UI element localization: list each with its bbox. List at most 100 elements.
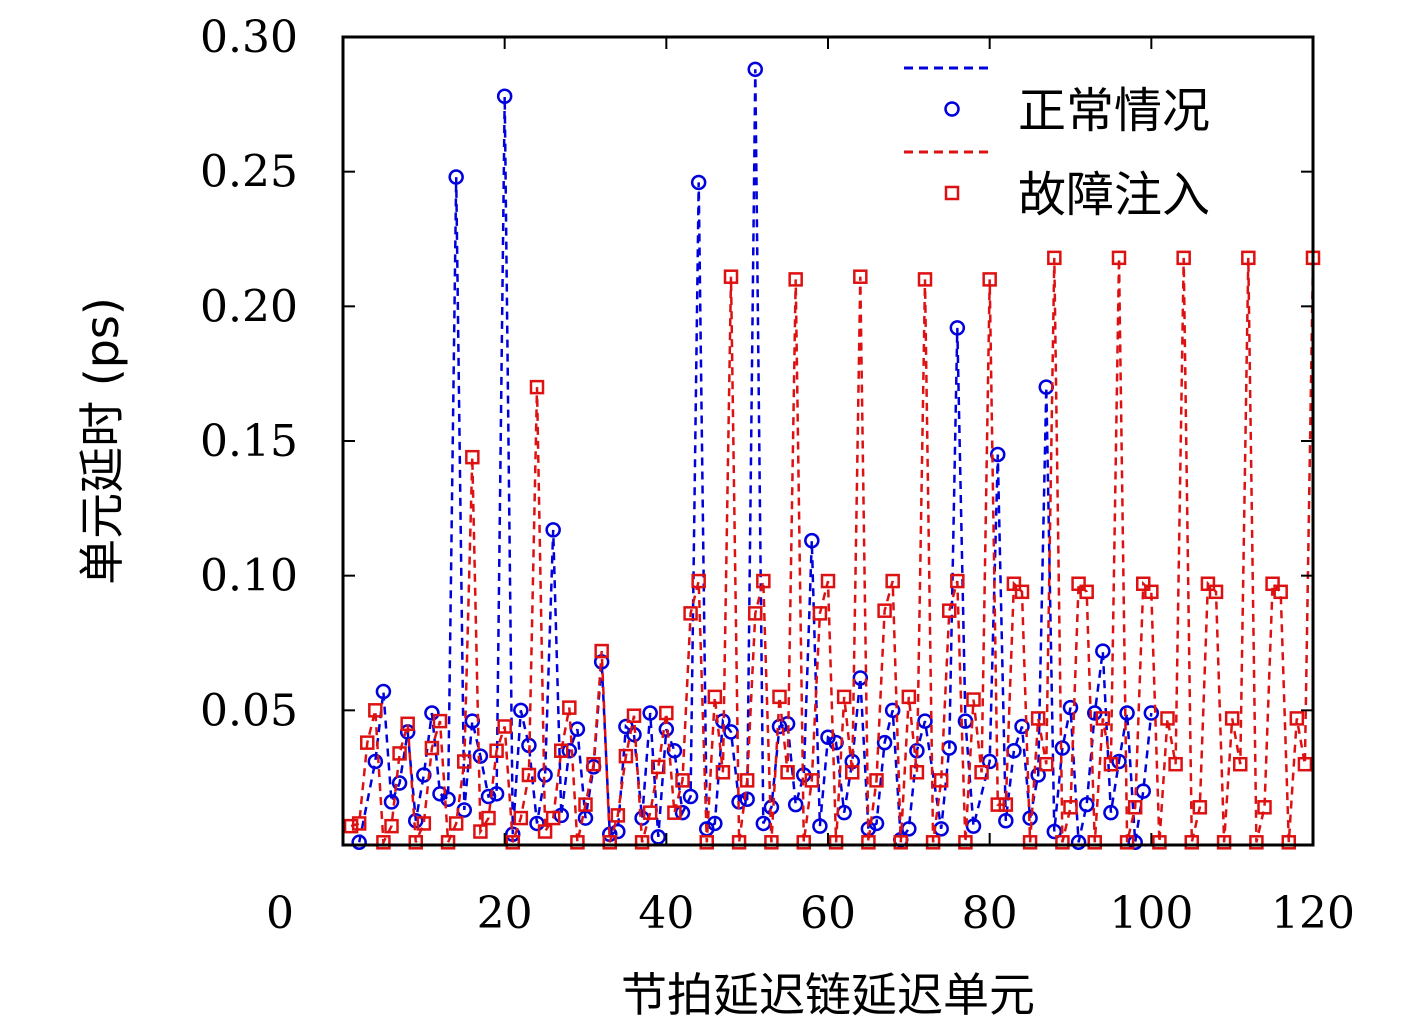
data-point-fault (424, 740, 440, 756)
data-point-fault (521, 767, 537, 783)
data-point-fault (578, 797, 593, 812)
data-point-fault (1208, 584, 1224, 600)
data-point-fault (586, 756, 601, 772)
data-point-normal (707, 815, 723, 832)
data-point-normal (375, 683, 392, 700)
data-point-normal (561, 742, 578, 759)
data-point-fault (1087, 835, 1102, 850)
data-point-fault (554, 743, 569, 758)
data-point-normal (1095, 643, 1111, 659)
data-point-fault (1055, 835, 1070, 850)
data-point-fault (933, 773, 949, 788)
data-point-normal (610, 823, 626, 840)
data-point-normal (666, 742, 683, 759)
legend-label-normal: 正常情况 (1018, 83, 1210, 139)
data-point-fault (1079, 584, 1094, 600)
data-point-normal (488, 786, 505, 802)
data-point-fault (1152, 835, 1167, 850)
data-point-fault (812, 606, 828, 621)
data-point-fault (360, 735, 375, 750)
x-axis-title: 节拍延迟链延迟单元 (621, 968, 1035, 1022)
x-tick-label: 0 (266, 888, 294, 939)
data-point-fault (707, 689, 723, 705)
data-point-normal (852, 670, 869, 686)
data-point-fault (675, 773, 690, 788)
data-point-normal (424, 705, 440, 721)
data-point-fault (1224, 711, 1240, 726)
data-point-fault (715, 765, 731, 780)
y-tick-label: 0.20 (200, 281, 298, 332)
data-point-fault (513, 810, 529, 826)
data-point-normal (1119, 705, 1135, 721)
ticks-layer: 0 20 40 60 80 100 120 0.05 0.10 0.15 0.20 0.25 0.30 (200, 12, 1355, 939)
legend-label-fault: 故障注入 (1018, 167, 1210, 223)
data-point-fault (440, 835, 456, 850)
data-point-fault (667, 805, 682, 820)
data-point-fault (828, 835, 844, 850)
data-point-fault (869, 773, 884, 788)
data-point-normal (990, 446, 1006, 463)
data-point-fault (1119, 835, 1135, 850)
data-point-fault (1111, 250, 1127, 266)
data-point-fault (651, 759, 666, 775)
data-point-fault (1039, 756, 1054, 772)
data-point-normal (876, 734, 893, 751)
data-point-fault (731, 835, 747, 850)
data-point-fault (699, 835, 714, 850)
data-point-fault (562, 700, 577, 715)
legend-marker-fault (944, 185, 960, 201)
data-point-normal (367, 753, 384, 770)
data-point-normal (917, 713, 933, 729)
data-point-normal (448, 169, 464, 185)
data-point-normal (771, 718, 788, 735)
data-point-fault (408, 835, 423, 850)
data-point-fault (537, 824, 553, 839)
y-tick-label: 0.10 (200, 551, 298, 602)
data-point-normal (383, 794, 400, 810)
data-point-fault (1297, 756, 1313, 772)
data-point-normal (416, 767, 432, 783)
data-point-fault (909, 765, 925, 780)
data-point-fault (1233, 756, 1248, 772)
data-point-fault (764, 835, 779, 850)
data-point-normal (472, 748, 489, 764)
data-point-fault (756, 573, 771, 589)
x-tick-label: 60 (800, 888, 856, 939)
data-point-fault (618, 748, 634, 764)
series-line-1 (350, 257, 1315, 848)
data-point-fault (1022, 835, 1038, 850)
data-point-fault (432, 713, 448, 729)
data-point-fault (400, 716, 415, 732)
data-point-fault (966, 692, 981, 707)
data-point-fault (545, 810, 561, 826)
data-point-normal (682, 788, 699, 805)
data-point-fault (990, 797, 1005, 812)
data-point-normal (884, 702, 901, 719)
data-point-fault (845, 765, 860, 780)
y-axis-title: 单元延时 (ps) (75, 297, 129, 585)
data-point-fault (998, 797, 1014, 812)
data-point-fault (917, 272, 933, 287)
data-point-normal (650, 829, 666, 845)
data-point-fault (1249, 835, 1264, 850)
data-point-normal (690, 174, 707, 191)
data-point-normal (901, 821, 917, 837)
data-point-fault (1160, 711, 1175, 726)
data-point-fault (877, 603, 892, 618)
data-point-normal (1070, 834, 1087, 851)
data-point-fault (505, 835, 520, 850)
data-point-fault (982, 272, 997, 287)
data-point-fault (659, 705, 674, 721)
data-point-fault (950, 573, 965, 589)
data-point-fault (1127, 800, 1143, 815)
data-point-normal (391, 775, 408, 791)
data-point-fault (465, 449, 480, 465)
data-point-fault (901, 689, 917, 705)
data-point-fault (1047, 250, 1062, 266)
data-point-fault (788, 272, 803, 287)
data-point-fault (343, 818, 359, 834)
data-point-normal (529, 815, 545, 832)
data-point-fault (836, 689, 852, 705)
legend: 正常情况 故障注入 (904, 66, 1210, 223)
